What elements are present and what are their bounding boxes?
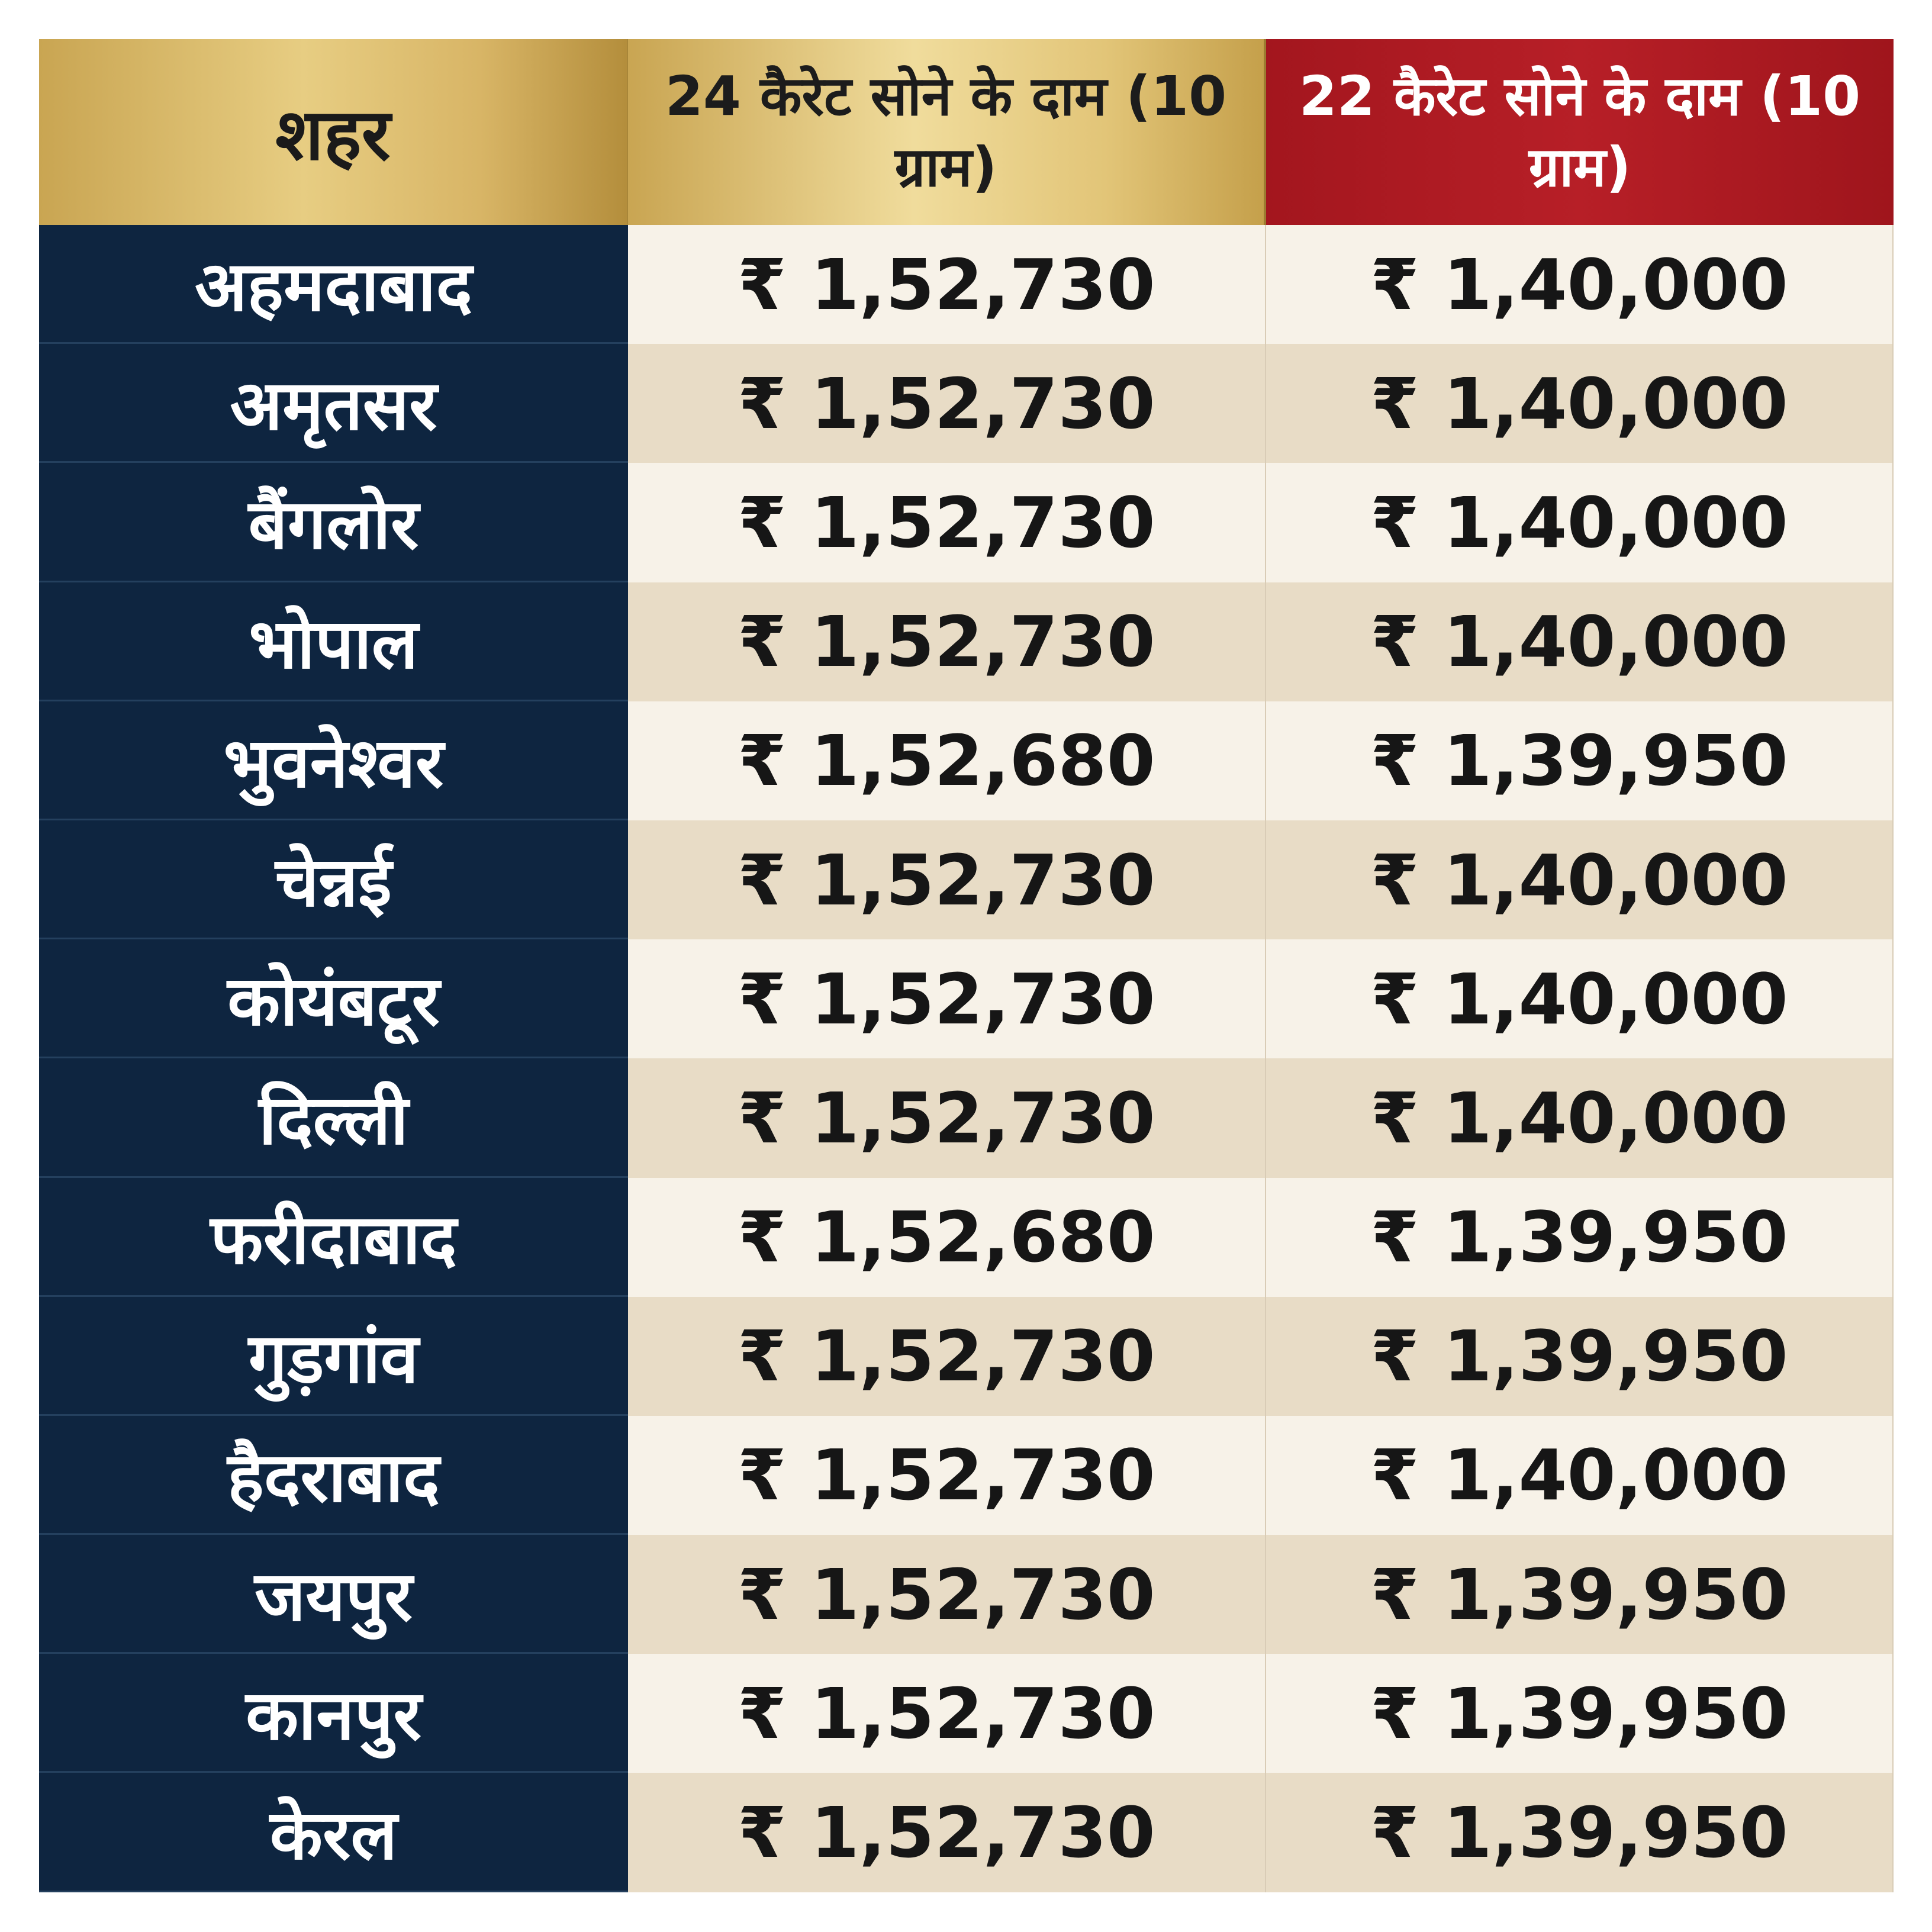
city-name: बैंगलोर [39,463,628,582]
price-24k: ₹ 1,52,680 [628,701,1266,820]
city-name: दिल्ली [39,1058,628,1178]
city-name: चेन्नई [39,820,628,940]
price-24k: ₹ 1,52,730 [628,939,1266,1059]
price-24k: ₹ 1,52,730 [628,1773,1266,1892]
price-22k: ₹ 1,40,000 [1266,463,1894,582]
price-24k: ₹ 1,52,730 [628,1058,1266,1178]
city-name: जयपुर [39,1535,628,1654]
price-24k: ₹ 1,52,730 [628,582,1266,701]
header-24k-price: 24 कैरेट सोने के दाम (10 ग्राम) [628,39,1266,225]
price-22k: ₹ 1,40,000 [1266,225,1894,344]
price-24k: ₹ 1,52,730 [628,1415,1266,1535]
price-22k: ₹ 1,39,950 [1266,1654,1894,1773]
price-24k: ₹ 1,52,730 [628,1654,1266,1773]
price-22k: ₹ 1,39,950 [1266,1773,1894,1892]
price-22k: ₹ 1,40,000 [1266,344,1894,463]
price-24k: ₹ 1,52,730 [628,820,1266,940]
price-24k: ₹ 1,52,730 [628,344,1266,463]
city-name: कानपुर [39,1654,628,1773]
price-24k: ₹ 1,52,730 [628,225,1266,344]
city-name: अमृतसर [39,344,628,463]
price-22k: ₹ 1,39,950 [1266,1535,1894,1654]
city-name: हैदराबाद [39,1415,628,1535]
price-22k: ₹ 1,40,000 [1266,1415,1894,1535]
gold-price-table: शहर 24 कैरेट सोने के दाम (10 ग्राम) 22 क… [39,39,1894,1892]
price-22k: ₹ 1,39,950 [1266,1177,1894,1297]
city-name: केरल [39,1773,628,1892]
price-24k: ₹ 1,52,680 [628,1177,1266,1297]
price-22k: ₹ 1,39,950 [1266,1296,1894,1416]
price-24k: ₹ 1,52,730 [628,1535,1266,1654]
price-22k: ₹ 1,40,000 [1266,582,1894,701]
city-name: भुवनेश्वर [39,701,628,820]
city-name: अहमदाबाद [39,225,628,344]
price-22k: ₹ 1,40,000 [1266,1058,1894,1178]
city-name: गुड़गांव [39,1296,628,1416]
price-24k: ₹ 1,52,730 [628,463,1266,582]
price-24k: ₹ 1,52,730 [628,1296,1266,1416]
city-name: कोयंबटूर [39,939,628,1059]
price-22k: ₹ 1,39,950 [1266,701,1894,820]
city-name: फरीदाबाद [39,1177,628,1297]
header-city: शहर [39,39,628,225]
header-22k-price: 22 कैरेट सोने के दाम (10 ग्राम) [1266,39,1894,225]
city-name: भोपाल [39,582,628,701]
price-22k: ₹ 1,40,000 [1266,820,1894,940]
price-22k: ₹ 1,40,000 [1266,939,1894,1059]
